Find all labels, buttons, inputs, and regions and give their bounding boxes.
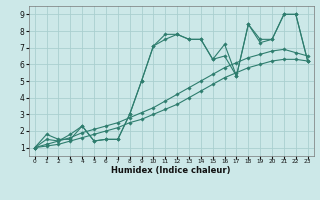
X-axis label: Humidex (Indice chaleur): Humidex (Indice chaleur) xyxy=(111,166,231,175)
